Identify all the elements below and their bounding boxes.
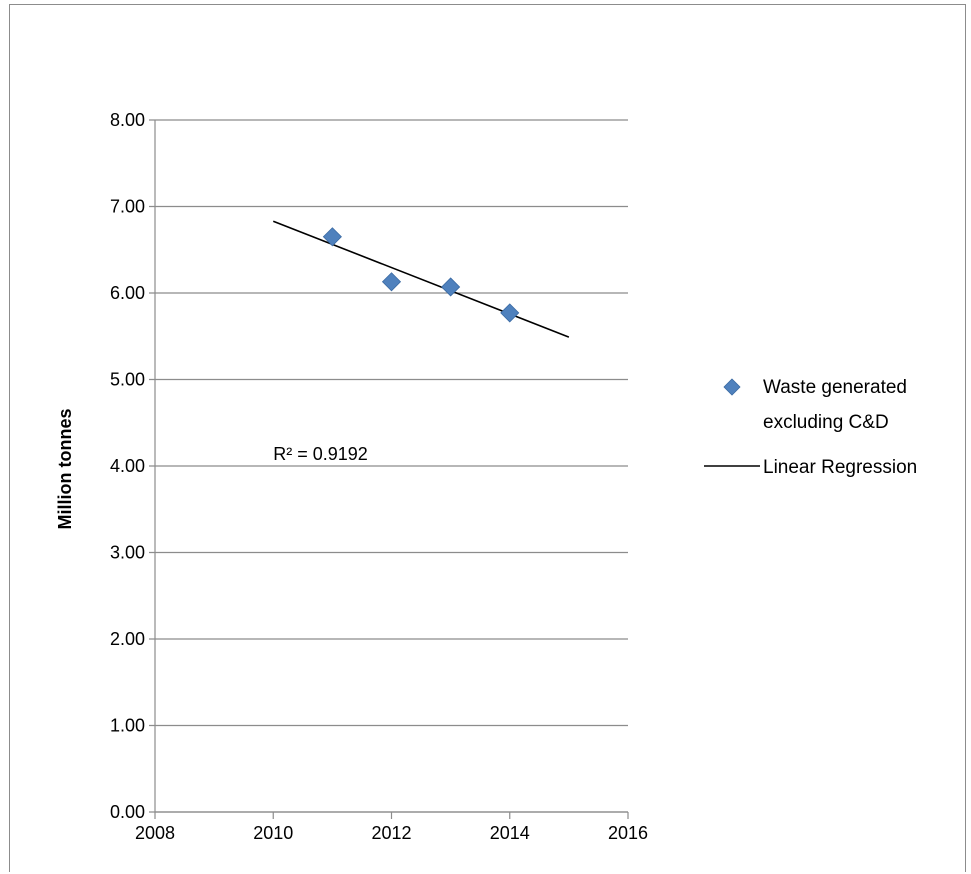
gridlines [149,119,628,813]
data-point [441,277,461,297]
r-squared-annotation: R² = 0.9192 [273,444,368,464]
y-tick-labels: 0.00 1.00 2.00 3.00 4.00 5.00 6.00 7.00 8.00 [110,110,145,822]
legend-label-waste-line2: excluding C&D [763,412,889,433]
y-axis-label: Million tonnes [55,409,75,530]
x-tick-label: 2010 [253,823,293,843]
x-tick-label: 2008 [135,823,175,843]
legend: Waste generated excluding C&D Linear Reg… [704,377,917,478]
chart-frame [9,4,966,872]
axes [154,120,629,819]
y-tick-label: 3.00 [110,543,145,563]
data-point [322,227,342,247]
trendline-layer [272,220,570,338]
data-points [322,227,520,323]
x-tick-label: 2016 [608,823,648,843]
y-tick-label: 8.00 [110,110,145,130]
y-tick-label: 0.00 [110,802,145,822]
data-point [500,303,520,323]
data-point [381,272,402,292]
y-tick-label: 4.00 [110,456,145,476]
legend-label-regression: Linear Regression [763,457,917,478]
y-tick-label: 7.00 [110,197,145,217]
y-tick-label: 6.00 [110,283,145,303]
y-tick-label: 5.00 [110,370,145,390]
x-tick-labels: 2008 2010 2012 2014 2016 [135,823,648,843]
x-tick-label: 2014 [490,823,530,843]
x-tick-label: 2012 [371,823,411,843]
legend-diamond-marker [723,378,741,396]
regression-line [272,220,570,338]
y-tick-label: 2.00 [110,629,145,649]
legend-label-waste-line1: Waste generated [763,377,907,398]
y-tick-label: 1.00 [110,716,145,736]
